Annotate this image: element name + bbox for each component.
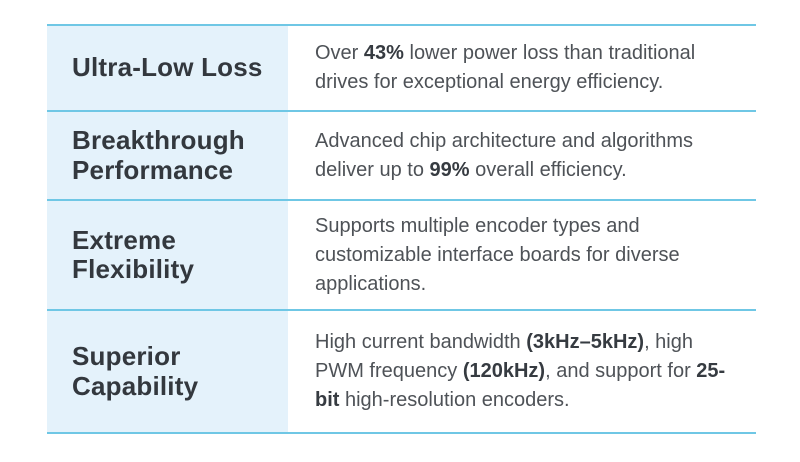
- description-text: High current bandwidth: [315, 331, 527, 353]
- table-row: Ultra-Low Loss Over 43% lower power loss…: [47, 24, 756, 110]
- feature-title-cell: Extreme Flexibility: [47, 201, 288, 309]
- feature-title: Superior Capability: [72, 341, 199, 401]
- description-text: high-resolution encoders.: [339, 389, 570, 411]
- feature-title: Ultra-Low Loss: [72, 52, 263, 83]
- description-text: , and support for: [545, 360, 697, 382]
- feature-description: High current bandwidth (3kHz–5kHz), high…: [315, 328, 742, 415]
- feature-title-cell: Ultra-Low Loss: [47, 26, 288, 110]
- feature-description-cell: Over 43% lower power loss than tradition…: [288, 26, 756, 110]
- description-text: Over: [315, 42, 364, 64]
- feature-title: Breakthrough Performance: [72, 125, 245, 185]
- description-highlight: 25-bit: [315, 360, 726, 411]
- feature-description-cell: Supports multiple encoder types and cust…: [288, 201, 756, 309]
- description-highlight: (120kHz): [462, 360, 546, 382]
- description-text: Advanced chip architecture and algorithm…: [315, 129, 693, 181]
- feature-description-cell: High current bandwidth (3kHz–5kHz), high…: [288, 311, 756, 432]
- description-text: , high PWM frequency: [315, 331, 693, 382]
- feature-title: Extreme Flexibility: [72, 224, 195, 284]
- feature-description: Over 43% lower power loss than tradition…: [315, 39, 742, 97]
- description-highlight: 43%: [363, 42, 404, 64]
- feature-table: Ultra-Low Loss Over 43% lower power loss…: [47, 24, 756, 434]
- description-text: Supports multiple encoder types and cust…: [315, 214, 680, 295]
- description-highlight: 99%: [429, 158, 470, 181]
- feature-title-cell: Superior Capability: [47, 311, 288, 432]
- description-highlight: (3kHz–5kHz): [526, 331, 645, 353]
- description-text: overall efficiency.: [469, 158, 627, 181]
- feature-description: Advanced chip architecture and algorithm…: [315, 127, 742, 185]
- feature-description: Supports multiple encoder types and cust…: [315, 212, 742, 299]
- description-text: lower power loss than traditional drives…: [315, 42, 696, 93]
- feature-description-cell: Advanced chip architecture and algorithm…: [288, 112, 756, 199]
- table-row: Superior Capability High current bandwid…: [47, 309, 756, 432]
- feature-title-cell: Breakthrough Performance: [47, 112, 288, 199]
- table-row: Breakthrough Performance Advanced chip a…: [47, 110, 756, 199]
- table-row: Extreme Flexibility Supports multiple en…: [47, 199, 756, 309]
